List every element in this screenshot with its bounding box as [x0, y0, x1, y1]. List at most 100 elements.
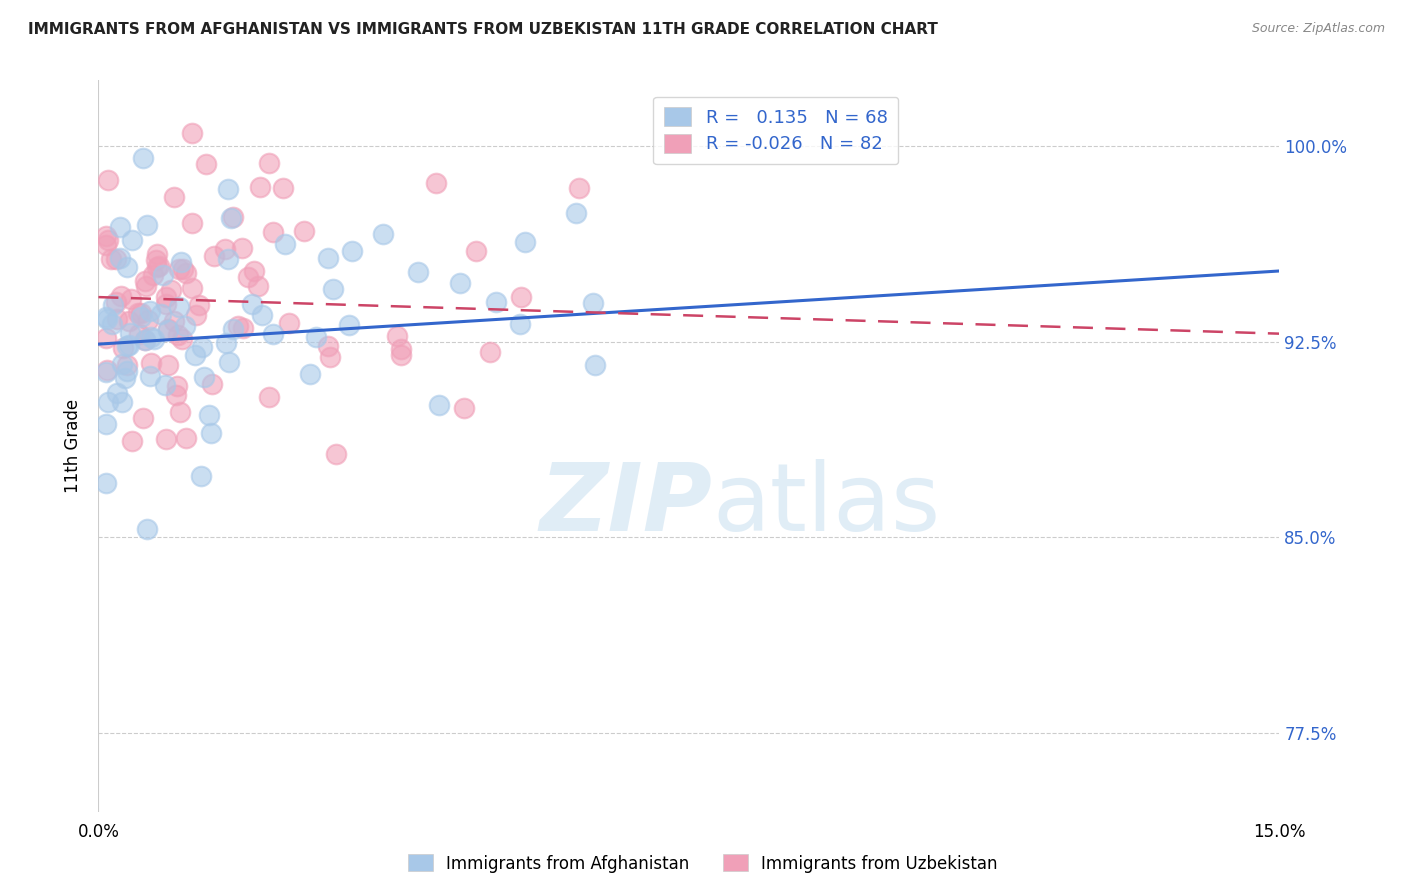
Point — [262, 327, 284, 342]
Text: ZIP: ZIP — [540, 458, 713, 550]
Point — [117, 364, 139, 378]
Point — [101, 298, 124, 312]
Point — [118, 338, 141, 352]
Point — [222, 210, 245, 224]
Point — [305, 329, 328, 343]
Point — [232, 321, 254, 335]
Point — [221, 322, 243, 336]
Point — [316, 252, 339, 266]
Point — [257, 156, 280, 170]
Point — [200, 376, 222, 391]
Point — [136, 313, 159, 327]
Point — [153, 377, 176, 392]
Point — [146, 260, 169, 275]
Point — [173, 319, 195, 334]
Point — [141, 355, 163, 369]
Point — [129, 306, 152, 320]
Point — [200, 425, 222, 440]
Point — [96, 229, 118, 244]
Point — [238, 270, 260, 285]
Text: IMMIGRANTS FROM AFGHANISTAN VS IMMIGRANTS FROM UZBEKISTAN 11TH GRADE CORRELATION: IMMIGRANTS FROM AFGHANISTAN VS IMMIGRANT… — [28, 22, 938, 37]
Point — [425, 176, 447, 190]
Point — [118, 314, 141, 328]
Point — [262, 225, 284, 239]
Point — [132, 151, 155, 165]
Point — [141, 329, 163, 343]
Point — [97, 233, 120, 247]
Point — [157, 323, 180, 337]
Point — [157, 358, 180, 372]
Point — [143, 332, 166, 346]
Point — [187, 298, 209, 312]
Point — [217, 182, 239, 196]
Point — [322, 282, 344, 296]
Point — [96, 365, 118, 379]
Point — [134, 275, 156, 289]
Point — [389, 348, 412, 362]
Point — [274, 236, 297, 251]
Point — [139, 303, 162, 318]
Point — [184, 309, 207, 323]
Point — [112, 341, 135, 355]
Point — [166, 379, 188, 393]
Point — [247, 278, 270, 293]
Point — [108, 219, 131, 234]
Point — [160, 283, 183, 297]
Point — [155, 432, 177, 446]
Point — [583, 358, 606, 372]
Point — [181, 216, 204, 230]
Point — [485, 295, 508, 310]
Point — [165, 388, 187, 402]
Point — [509, 290, 531, 304]
Point — [427, 399, 450, 413]
Point — [145, 252, 167, 267]
Point — [148, 259, 170, 273]
Point — [167, 262, 190, 277]
Point — [121, 434, 143, 449]
Point — [373, 227, 395, 242]
Point — [169, 255, 191, 269]
Point — [129, 310, 152, 324]
Point — [115, 338, 138, 352]
Point — [136, 522, 159, 536]
Point — [163, 190, 186, 204]
Point — [105, 311, 128, 326]
Point — [172, 332, 194, 346]
Point — [325, 447, 347, 461]
Point — [582, 295, 605, 310]
Point — [184, 348, 207, 362]
Point — [319, 350, 342, 364]
Point — [180, 126, 202, 140]
Point — [167, 328, 190, 343]
Point — [97, 173, 120, 187]
Point — [96, 417, 118, 431]
Point — [121, 233, 143, 247]
Point — [231, 241, 253, 255]
Point — [214, 243, 236, 257]
Point — [115, 260, 138, 274]
Point — [118, 326, 141, 341]
Point — [240, 297, 263, 311]
Point — [136, 218, 159, 232]
Point — [465, 244, 488, 258]
Point — [96, 311, 118, 326]
Point — [316, 339, 339, 353]
Point — [190, 468, 212, 483]
Point — [257, 391, 280, 405]
Point — [134, 333, 156, 347]
Point — [174, 266, 197, 280]
Point — [340, 244, 363, 258]
Point — [180, 281, 202, 295]
Point — [169, 404, 191, 418]
Point — [117, 359, 139, 373]
Point — [337, 318, 360, 332]
Point — [167, 300, 190, 314]
Point — [97, 395, 120, 409]
Point — [156, 322, 179, 336]
Point — [218, 354, 240, 368]
Point — [453, 401, 475, 416]
Point — [513, 235, 536, 249]
Point — [172, 262, 194, 277]
Point — [127, 306, 149, 320]
Point — [134, 334, 156, 348]
